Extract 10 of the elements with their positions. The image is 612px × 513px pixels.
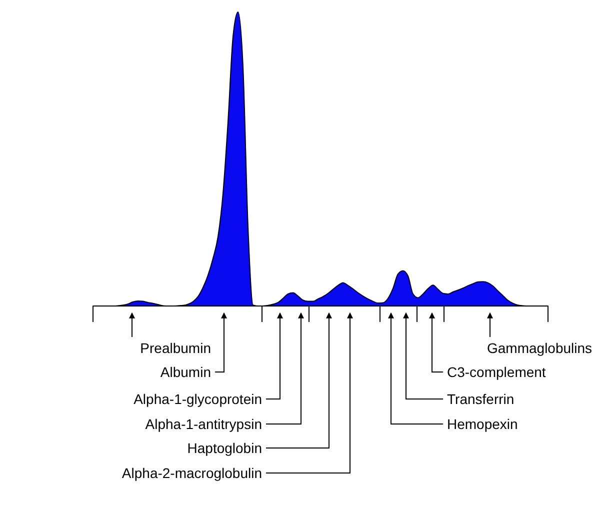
text: Haptoglobin <box>187 440 262 456</box>
text: Prealbumin <box>140 340 211 356</box>
text: Gammaglobulins <box>487 340 592 356</box>
text: Alpha-2-macroglobulin <box>122 465 262 481</box>
text: Albumin <box>160 364 211 380</box>
text: C3-complement <box>447 364 546 380</box>
text: Alpha-1-glycoprotein <box>134 391 262 407</box>
text: Transferrin <box>447 391 514 407</box>
text: Hemopexin <box>447 416 518 432</box>
text: Alpha-1-antitrypsin <box>145 416 262 432</box>
